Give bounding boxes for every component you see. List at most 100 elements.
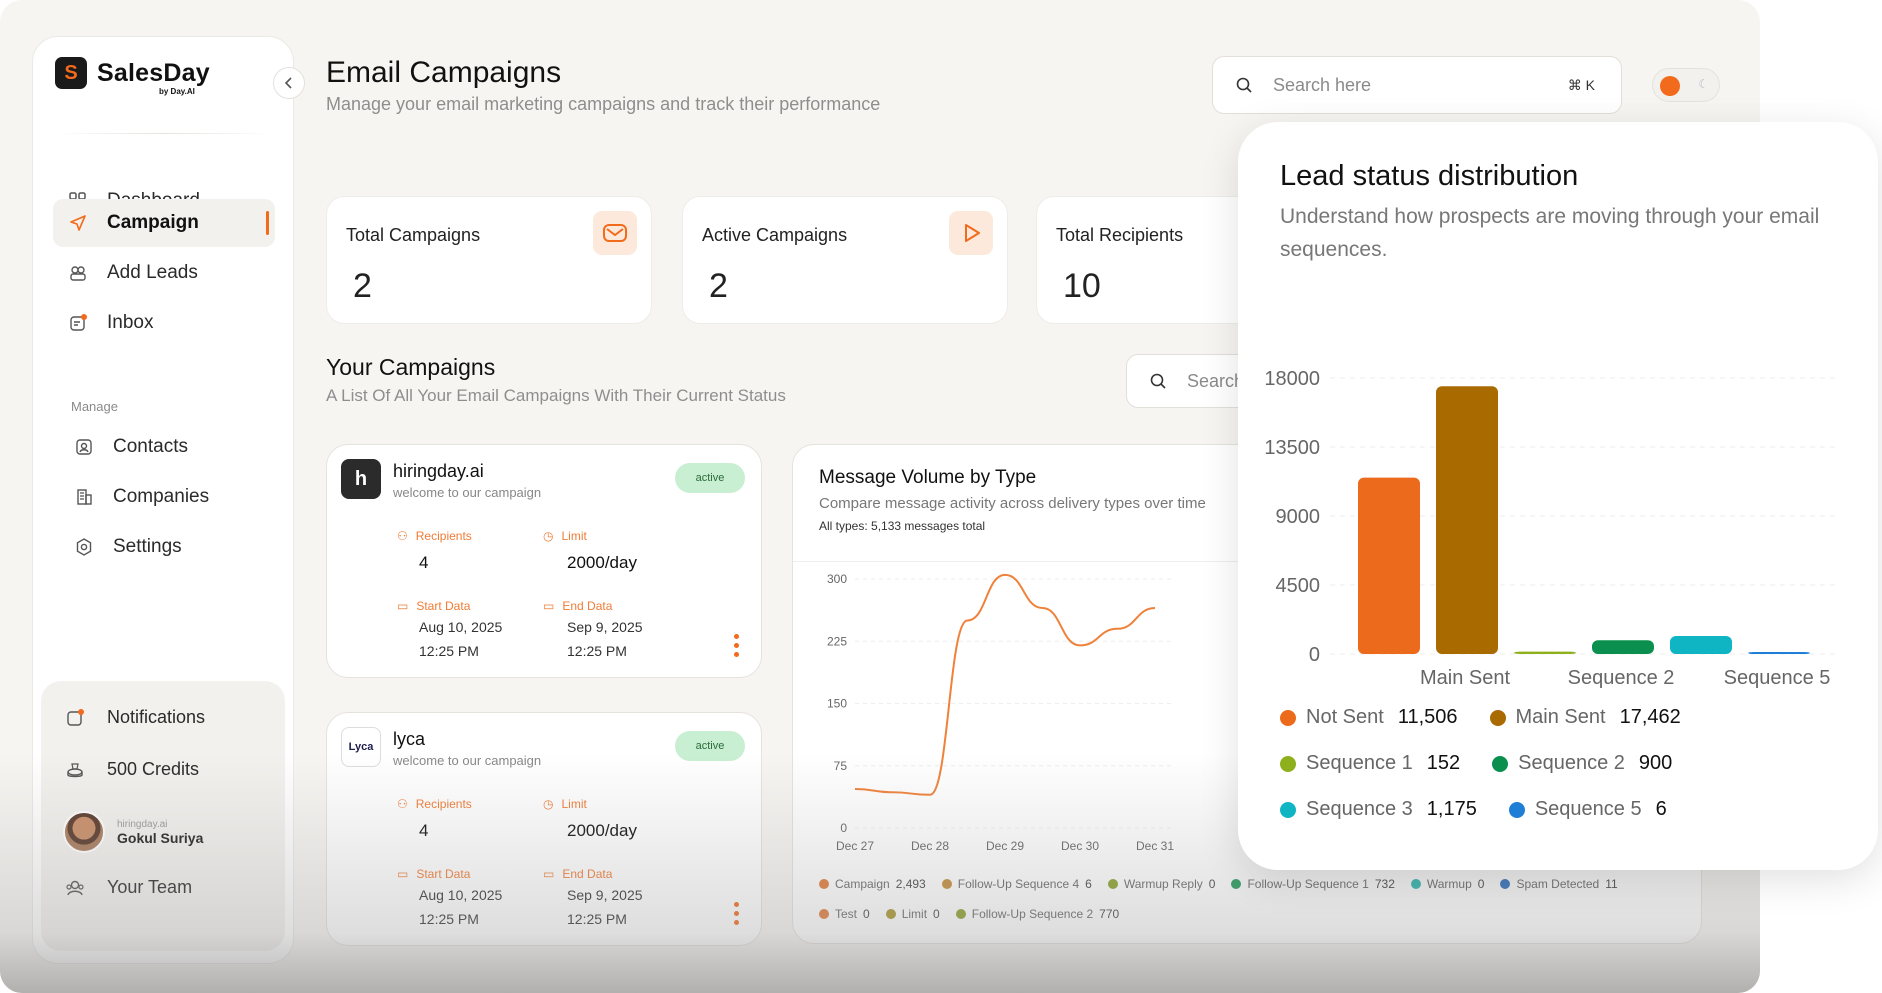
sidebar-item-settings[interactable]: Settings (59, 523, 281, 571)
calendar-icon: ▭ (543, 599, 555, 613)
legend-label: Spam Detected (1516, 877, 1600, 891)
campaign-logo: Lyca (341, 727, 381, 767)
recipients-value: 4 (419, 553, 429, 572)
y-tick-label: 18000 (1264, 368, 1320, 390)
end-date: Sep 9, 2025 (567, 887, 643, 903)
theme-toggle[interactable]: ☾ (1652, 68, 1720, 102)
brand-subtitle: by Day.AI (159, 87, 195, 96)
x-tick-label: Main Sent (1420, 667, 1510, 689)
legend-label: Follow-Up Sequence 1 (1247, 877, 1369, 891)
legend-value: 900 (1638, 752, 1673, 774)
your-team-button[interactable]: Your Team (65, 877, 192, 898)
legend-label: Sequence 5 (1534, 798, 1642, 820)
legend-item: Spam Detected 11 (1500, 877, 1618, 891)
legend-value: 152 (1426, 752, 1461, 774)
more-options-icon[interactable] (734, 634, 739, 657)
legend-item: Campaign 2,493 (819, 877, 926, 891)
sidebar-item-inbox[interactable]: Inbox (53, 299, 275, 347)
bar-not-sent (1358, 477, 1420, 654)
end-date-label: ▭ End Data (543, 599, 613, 613)
user-name: Gokul Suriya (117, 829, 204, 846)
notification-icon (67, 708, 84, 726)
leads-icon (67, 262, 89, 284)
sidebar-item-campaign[interactable]: Campaign (53, 199, 275, 247)
start-date-label: ▭ Start Data (397, 867, 471, 881)
legend-swatch (1280, 709, 1296, 726)
search-icon (1150, 373, 1166, 389)
x-tick-label: Dec 28 (911, 839, 949, 853)
legend-swatch (1231, 879, 1242, 889)
search-placeholder: Search (1187, 370, 1245, 391)
chart-legend-row: Sequence 3 1,175 Sequence 5 6 (1280, 798, 1689, 821)
chart-legend-row: Not Sent 11,506 Main Sent 17,462 (1280, 706, 1703, 729)
brand[interactable]: S SalesDay (55, 57, 210, 89)
y-tick-label: 9000 (1276, 506, 1321, 528)
campaign-card[interactable]: h hiringday.ai welcome to our campaign a… (326, 444, 762, 678)
sidebar-divider (55, 133, 273, 134)
more-options-icon[interactable] (734, 902, 739, 925)
users-icon: ⚇ (397, 797, 408, 811)
notifications-button[interactable]: Notifications (65, 707, 205, 728)
brand-name: SalesDay (97, 58, 210, 87)
brand-logo-icon: S (55, 57, 87, 89)
credits-label: 500 Credits (107, 759, 200, 779)
sidebar-item-contacts[interactable]: Contacts (59, 423, 281, 471)
series-line (854, 573, 1156, 796)
legend-swatch (1280, 801, 1296, 818)
recipients-label: ⚇ Recipients (397, 529, 472, 543)
moon-icon: ☾ (1698, 77, 1709, 91)
avatar (63, 811, 105, 853)
start-date: Aug 10, 2025 (419, 887, 503, 903)
send-icon (67, 212, 89, 234)
legend-item: Limit 0 (885, 907, 940, 921)
legend-value: 6 (1655, 798, 1667, 820)
collapse-sidebar-button[interactable] (273, 67, 305, 99)
settings-icon (73, 536, 95, 558)
limit-label: ◷ Limit (543, 797, 587, 811)
building-icon (73, 486, 95, 508)
y-tick-label: 300 (827, 572, 847, 586)
sidebar-item-label: Companies (113, 486, 210, 507)
sidebar-item-add-leads[interactable]: Add Leads (53, 249, 275, 297)
chart-legend: Campaign 2,493 Follow-Up Sequence 4 6 Warmup… (819, 877, 1618, 891)
stat-label: Total Recipients (1056, 225, 1184, 245)
toggle-knob (1660, 76, 1680, 96)
stat-value: 2 (353, 267, 372, 305)
legend-value: 11 (1605, 877, 1618, 891)
page-title: Email Campaigns (326, 56, 562, 89)
campaign-card[interactable]: Lyca lyca welcome to our campaign active… (326, 712, 762, 946)
y-tick-label: 0 (1309, 644, 1320, 666)
sidebar-item-companies[interactable]: Companies (59, 473, 281, 521)
calendar-icon: ▭ (397, 599, 409, 613)
sidebar-bottom-panel: Notifications 500 Credits hiringday.ai G… (41, 681, 285, 951)
search-shortcut: ⌘ K (1567, 77, 1595, 93)
search-placeholder: Search here (1273, 74, 1372, 95)
legend-value: 2,493 (895, 877, 926, 891)
stat-label: Active Campaigns (702, 225, 848, 245)
global-search-input[interactable]: Search here ⌘ K (1212, 56, 1622, 114)
calendar-icon: ▭ (397, 867, 409, 881)
legend-value: 0 (863, 907, 870, 921)
search-icon (1236, 77, 1252, 93)
legend-swatch (1492, 755, 1509, 772)
user-profile[interactable]: hiringday.ai Gokul Suriya (63, 811, 203, 853)
bar-sequence-1 (1514, 651, 1576, 654)
start-date-label: ▭ Start Data (397, 599, 471, 613)
x-tick-label: Dec 27 (836, 839, 874, 853)
limit-label: ◷ Limit (543, 529, 587, 543)
legend-label: Warmup Reply (1123, 877, 1203, 891)
legend-label: Main Sent (1515, 706, 1606, 728)
campaign-logo: h (341, 459, 381, 499)
campaign-description: welcome to our campaign (393, 485, 542, 500)
chart-title: Lead status distribution (1280, 160, 1579, 192)
x-tick-label: Sequence 2 (1568, 667, 1675, 689)
users-icon: ⚇ (397, 529, 408, 543)
sidebar-item-label: Campaign (107, 212, 199, 233)
credits-button[interactable]: 500 Credits (65, 759, 199, 780)
legend-value: 1,175 (1426, 798, 1477, 820)
legend-value: 0 (1477, 877, 1485, 891)
sidebar-item-label: Settings (113, 536, 182, 557)
bar-sequence-3 (1670, 635, 1732, 654)
limit-value: 2000/day (567, 821, 637, 840)
clock-icon: ◷ (543, 797, 554, 811)
